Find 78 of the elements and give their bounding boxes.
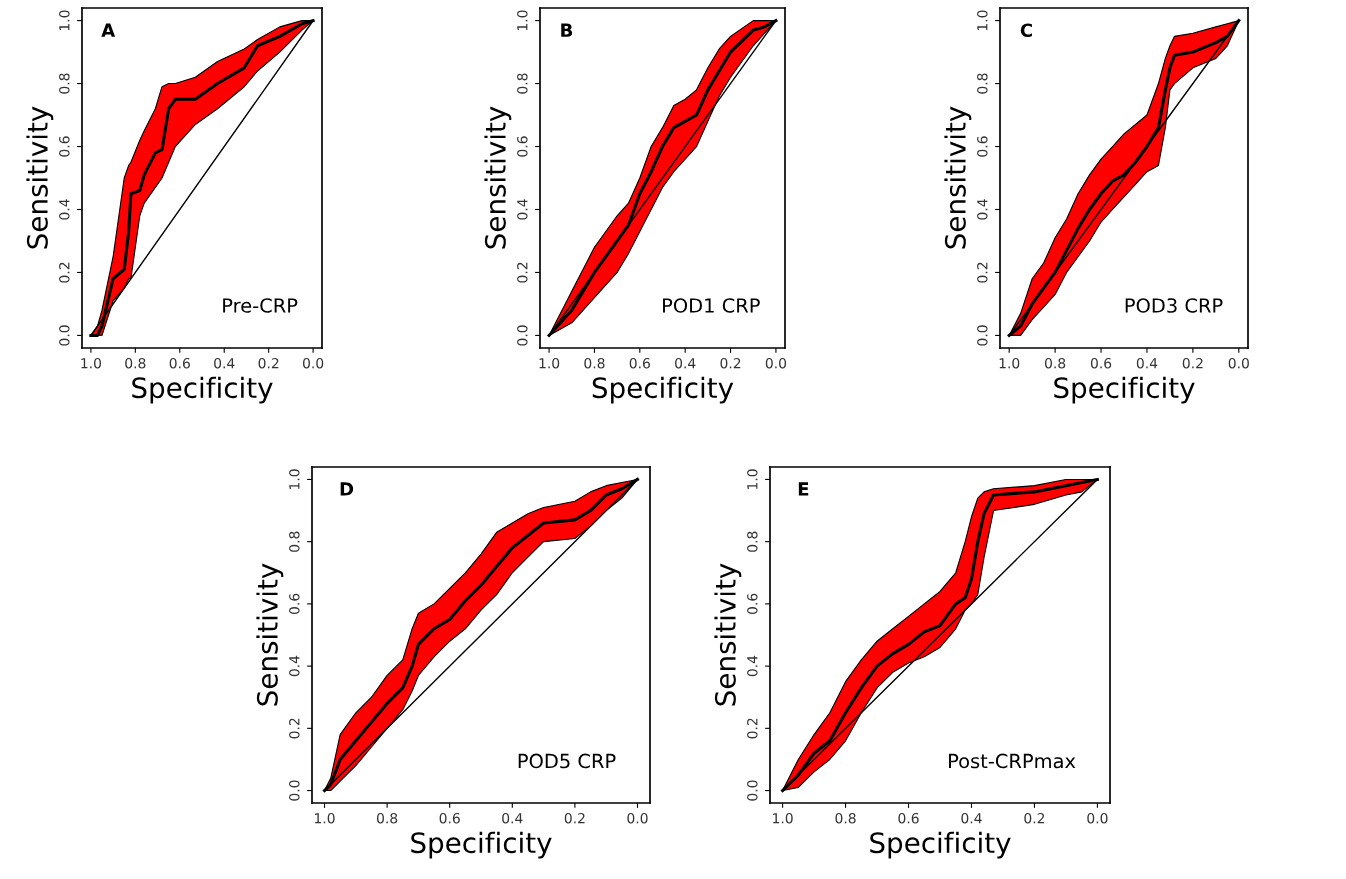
x-tick-label: 1.0 bbox=[539, 357, 560, 369]
annotation: B bbox=[561, 23, 573, 37]
y-tick-label: 0.4 bbox=[289, 655, 300, 677]
y-tick-label: 1.0 bbox=[289, 469, 300, 489]
y-tick-label: 0.6 bbox=[289, 593, 300, 615]
y-tick-label: 0.4 bbox=[59, 199, 70, 220]
annotation: Pre-CRP bbox=[223, 298, 298, 313]
y-tick-label: 1.0 bbox=[747, 469, 758, 489]
y-axis-title: Sensitivity bbox=[484, 106, 512, 249]
y-tick-label: 0.4 bbox=[747, 655, 758, 677]
x-tick-label: 0.2 bbox=[1182, 357, 1203, 369]
y-tick-label: 0.8 bbox=[517, 73, 528, 94]
x-axis-title: Specificity bbox=[411, 831, 552, 859]
y-tick-label: 0.6 bbox=[59, 136, 70, 157]
y-tick-label: 1.0 bbox=[517, 10, 528, 31]
x-tick-label: 0.2 bbox=[720, 357, 741, 369]
x-tick-label: 0.2 bbox=[1024, 812, 1045, 824]
annotation: POD3 CRP bbox=[1125, 298, 1223, 313]
x-tick-label: 0.2 bbox=[564, 812, 585, 824]
y-tick-label: 0.8 bbox=[289, 531, 300, 552]
y-tick-label: 0.0 bbox=[747, 780, 758, 801]
x-axis-title: Specificity bbox=[1054, 376, 1195, 404]
y-axis-title: Sensitivity bbox=[944, 106, 972, 249]
annotation: D bbox=[340, 482, 354, 496]
annotation: Post-CRPmax bbox=[949, 753, 1076, 769]
x-tick-label: 0.8 bbox=[835, 812, 856, 824]
annotation: E bbox=[798, 482, 809, 496]
x-tick-label: 0.6 bbox=[1090, 357, 1112, 369]
y-tick-label: 0.2 bbox=[517, 262, 528, 283]
x-tick-label: 0.0 bbox=[1087, 812, 1108, 824]
x-tick-label: 0.6 bbox=[169, 357, 190, 369]
x-tick-label: 0.6 bbox=[629, 357, 650, 369]
y-tick-label: 0.0 bbox=[977, 325, 988, 346]
y-tick-label: 0.8 bbox=[59, 73, 70, 94]
y-tick-label: 0.0 bbox=[59, 325, 70, 346]
x-tick-label: 0.4 bbox=[1136, 357, 1158, 369]
x-axis-title: Specificity bbox=[592, 376, 734, 404]
x-axis-title: Specificity bbox=[870, 831, 1011, 859]
y-tick-label: 0.2 bbox=[59, 262, 70, 283]
y-tick-label: 0.0 bbox=[517, 325, 528, 346]
x-tick-label: 0.8 bbox=[376, 812, 398, 824]
y-tick-label: 0.6 bbox=[977, 136, 988, 157]
annotation: A bbox=[101, 23, 116, 37]
y-tick-label: 0.4 bbox=[517, 199, 528, 220]
y-axis-title: Sensitivity bbox=[256, 563, 284, 706]
x-tick-label: 0.0 bbox=[302, 357, 324, 369]
y-tick-label: 0.2 bbox=[289, 718, 300, 739]
x-tick-label: 0.4 bbox=[214, 357, 235, 369]
x-tick-label: 1.0 bbox=[773, 812, 793, 824]
x-tick-label: 0.6 bbox=[439, 812, 460, 824]
y-tick-label: 1.0 bbox=[977, 10, 988, 31]
x-tick-label: 0.4 bbox=[675, 357, 696, 369]
y-tick-label: 0.6 bbox=[747, 593, 758, 615]
x-tick-label: 0.8 bbox=[125, 357, 146, 369]
x-tick-label: 0.0 bbox=[627, 812, 648, 824]
x-axis-title: Specificity bbox=[132, 376, 273, 404]
y-tick-label: 0.0 bbox=[289, 780, 300, 801]
x-tick-label: 1.0 bbox=[81, 357, 102, 369]
x-tick-label: 1.0 bbox=[315, 812, 335, 824]
y-tick-label: 0.2 bbox=[977, 262, 988, 283]
annotation: POD5 CRP bbox=[518, 753, 616, 769]
annotation: C bbox=[1020, 23, 1032, 38]
x-tick-label: 0.8 bbox=[584, 357, 605, 369]
y-axis-title: Sensitivity bbox=[714, 563, 742, 706]
y-tick-label: 1.0 bbox=[59, 10, 70, 31]
x-tick-label: 0.0 bbox=[1228, 357, 1249, 369]
y-tick-label: 0.8 bbox=[977, 73, 988, 94]
x-tick-label: 0.2 bbox=[258, 357, 279, 369]
x-tick-label: 1.0 bbox=[999, 357, 1020, 369]
annotation: POD1 CRP bbox=[663, 298, 760, 313]
y-tick-label: 0.4 bbox=[977, 199, 988, 220]
y-tick-label: 0.6 bbox=[517, 136, 528, 157]
x-tick-label: 0.8 bbox=[1044, 357, 1066, 369]
x-tick-label: 0.0 bbox=[765, 357, 787, 369]
y-tick-label: 0.2 bbox=[747, 718, 758, 739]
y-tick-label: 0.8 bbox=[747, 531, 758, 552]
y-axis-title: Sensitivity bbox=[26, 106, 54, 249]
x-tick-label: 0.6 bbox=[898, 812, 919, 824]
